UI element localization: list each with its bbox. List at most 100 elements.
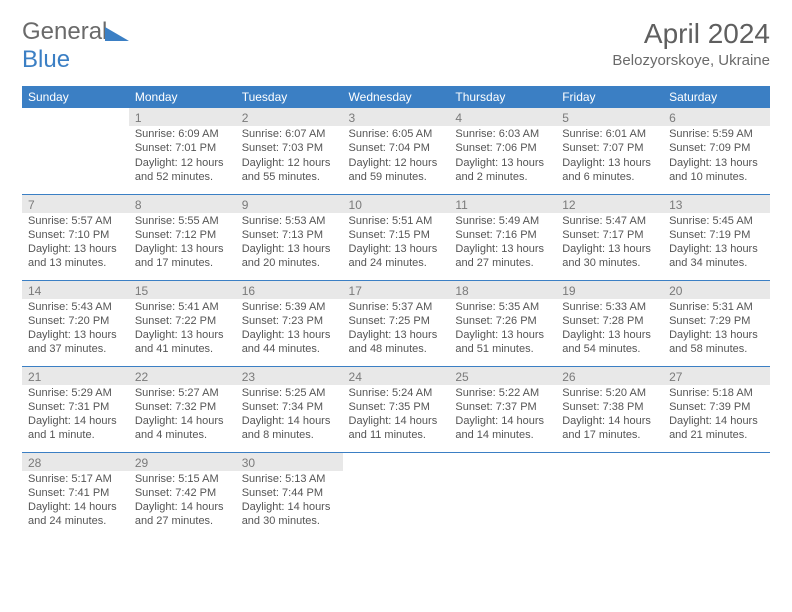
calendar-day-cell: 15Sunrise: 5:41 AMSunset: 7:22 PMDayligh… bbox=[129, 280, 236, 366]
calendar-day-cell: 2Sunrise: 6:07 AMSunset: 7:03 PMDaylight… bbox=[236, 108, 343, 194]
day-info: Sunrise: 5:43 AMSunset: 7:20 PMDaylight:… bbox=[28, 300, 123, 357]
daylight-text: Daylight: 12 hours and 52 minutes. bbox=[135, 156, 230, 185]
sunset-text: Sunset: 7:10 PM bbox=[28, 228, 123, 242]
daylight-text: Daylight: 14 hours and 24 minutes. bbox=[28, 500, 123, 529]
calendar-day-cell: 22Sunrise: 5:27 AMSunset: 7:32 PMDayligh… bbox=[129, 366, 236, 452]
day-header: Monday bbox=[129, 86, 236, 108]
sunrise-text: Sunrise: 5:33 AM bbox=[562, 300, 657, 314]
sunset-text: Sunset: 7:22 PM bbox=[135, 314, 230, 328]
sunset-text: Sunset: 7:17 PM bbox=[562, 228, 657, 242]
day-info: Sunrise: 5:37 AMSunset: 7:25 PMDaylight:… bbox=[349, 300, 444, 357]
location: Belozyorskoye, Ukraine bbox=[612, 52, 770, 69]
sunrise-text: Sunrise: 5:55 AM bbox=[135, 214, 230, 228]
daylight-text: Daylight: 13 hours and 10 minutes. bbox=[669, 156, 764, 185]
sunrise-text: Sunrise: 5:39 AM bbox=[242, 300, 337, 314]
calendar-week-row: 21Sunrise: 5:29 AMSunset: 7:31 PMDayligh… bbox=[22, 366, 770, 452]
sunrise-text: Sunrise: 5:37 AM bbox=[349, 300, 444, 314]
calendar-day-cell: 14Sunrise: 5:43 AMSunset: 7:20 PMDayligh… bbox=[22, 280, 129, 366]
daylight-text: Daylight: 14 hours and 30 minutes. bbox=[242, 500, 337, 529]
day-info: Sunrise: 5:29 AMSunset: 7:31 PMDaylight:… bbox=[28, 386, 123, 443]
calendar-day-cell: 20Sunrise: 5:31 AMSunset: 7:29 PMDayligh… bbox=[663, 280, 770, 366]
daylight-text: Daylight: 13 hours and 20 minutes. bbox=[242, 242, 337, 271]
calendar-day-cell bbox=[663, 452, 770, 538]
day-number: 9 bbox=[236, 195, 343, 213]
day-info: Sunrise: 5:41 AMSunset: 7:22 PMDaylight:… bbox=[135, 300, 230, 357]
day-info: Sunrise: 5:47 AMSunset: 7:17 PMDaylight:… bbox=[562, 214, 657, 271]
calendar-day-cell: 19Sunrise: 5:33 AMSunset: 7:28 PMDayligh… bbox=[556, 280, 663, 366]
daylight-text: Daylight: 13 hours and 48 minutes. bbox=[349, 328, 444, 357]
daylight-text: Daylight: 13 hours and 24 minutes. bbox=[349, 242, 444, 271]
logo-text-2: Blue bbox=[22, 46, 70, 73]
day-number: 24 bbox=[343, 367, 450, 385]
sunset-text: Sunset: 7:04 PM bbox=[349, 141, 444, 155]
calendar-day-cell: 26Sunrise: 5:20 AMSunset: 7:38 PMDayligh… bbox=[556, 366, 663, 452]
sunset-text: Sunset: 7:09 PM bbox=[669, 141, 764, 155]
calendar-day-cell: 3Sunrise: 6:05 AMSunset: 7:04 PMDaylight… bbox=[343, 108, 450, 194]
day-info: Sunrise: 5:18 AMSunset: 7:39 PMDaylight:… bbox=[669, 386, 764, 443]
sunrise-text: Sunrise: 5:15 AM bbox=[135, 472, 230, 486]
sunset-text: Sunset: 7:13 PM bbox=[242, 228, 337, 242]
day-info: Sunrise: 5:57 AMSunset: 7:10 PMDaylight:… bbox=[28, 214, 123, 271]
daylight-text: Daylight: 13 hours and 13 minutes. bbox=[28, 242, 123, 271]
sunrise-text: Sunrise: 5:35 AM bbox=[455, 300, 550, 314]
sunrise-text: Sunrise: 5:18 AM bbox=[669, 386, 764, 400]
daylight-text: Daylight: 13 hours and 37 minutes. bbox=[28, 328, 123, 357]
daylight-text: Daylight: 12 hours and 59 minutes. bbox=[349, 156, 444, 185]
day-number: 3 bbox=[343, 108, 450, 126]
daylight-text: Daylight: 14 hours and 21 minutes. bbox=[669, 414, 764, 443]
daylight-text: Daylight: 13 hours and 17 minutes. bbox=[135, 242, 230, 271]
daylight-text: Daylight: 13 hours and 58 minutes. bbox=[669, 328, 764, 357]
logo-text-1: General bbox=[22, 18, 107, 45]
day-info: Sunrise: 5:49 AMSunset: 7:16 PMDaylight:… bbox=[455, 214, 550, 271]
sunrise-text: Sunrise: 6:05 AM bbox=[349, 127, 444, 141]
sunrise-text: Sunrise: 6:09 AM bbox=[135, 127, 230, 141]
day-info: Sunrise: 6:05 AMSunset: 7:04 PMDaylight:… bbox=[349, 127, 444, 184]
calendar-day-cell: 4Sunrise: 6:03 AMSunset: 7:06 PMDaylight… bbox=[449, 108, 556, 194]
calendar-day-cell: 28Sunrise: 5:17 AMSunset: 7:41 PMDayligh… bbox=[22, 452, 129, 538]
calendar-week-row: 7Sunrise: 5:57 AMSunset: 7:10 PMDaylight… bbox=[22, 194, 770, 280]
day-header: Thursday bbox=[449, 86, 556, 108]
sunrise-text: Sunrise: 5:31 AM bbox=[669, 300, 764, 314]
page-title: April 2024 bbox=[612, 18, 770, 50]
sunset-text: Sunset: 7:12 PM bbox=[135, 228, 230, 242]
sunset-text: Sunset: 7:42 PM bbox=[135, 486, 230, 500]
day-header: Friday bbox=[556, 86, 663, 108]
day-info: Sunrise: 5:55 AMSunset: 7:12 PMDaylight:… bbox=[135, 214, 230, 271]
sunset-text: Sunset: 7:38 PM bbox=[562, 400, 657, 414]
calendar-day-cell: 29Sunrise: 5:15 AMSunset: 7:42 PMDayligh… bbox=[129, 452, 236, 538]
day-number: 2 bbox=[236, 108, 343, 126]
daylight-text: Daylight: 12 hours and 55 minutes. bbox=[242, 156, 337, 185]
day-number: 4 bbox=[449, 108, 556, 126]
day-number: 1 bbox=[129, 108, 236, 126]
calendar-header-row: Sunday Monday Tuesday Wednesday Thursday… bbox=[22, 86, 770, 108]
day-number: 15 bbox=[129, 281, 236, 299]
calendar-day-cell: 18Sunrise: 5:35 AMSunset: 7:26 PMDayligh… bbox=[449, 280, 556, 366]
day-number: 20 bbox=[663, 281, 770, 299]
daylight-text: Daylight: 14 hours and 17 minutes. bbox=[562, 414, 657, 443]
daylight-text: Daylight: 14 hours and 27 minutes. bbox=[135, 500, 230, 529]
calendar-day-cell: 25Sunrise: 5:22 AMSunset: 7:37 PMDayligh… bbox=[449, 366, 556, 452]
calendar-day-cell: 24Sunrise: 5:24 AMSunset: 7:35 PMDayligh… bbox=[343, 366, 450, 452]
day-number: 8 bbox=[129, 195, 236, 213]
calendar-day-cell: 11Sunrise: 5:49 AMSunset: 7:16 PMDayligh… bbox=[449, 194, 556, 280]
day-number: 27 bbox=[663, 367, 770, 385]
daylight-text: Daylight: 13 hours and 2 minutes. bbox=[455, 156, 550, 185]
sunrise-text: Sunrise: 6:03 AM bbox=[455, 127, 550, 141]
day-number: 30 bbox=[236, 453, 343, 471]
sunset-text: Sunset: 7:15 PM bbox=[349, 228, 444, 242]
calendar-day-cell: 17Sunrise: 5:37 AMSunset: 7:25 PMDayligh… bbox=[343, 280, 450, 366]
sunrise-text: Sunrise: 5:24 AM bbox=[349, 386, 444, 400]
day-info: Sunrise: 5:27 AMSunset: 7:32 PMDaylight:… bbox=[135, 386, 230, 443]
day-number: 21 bbox=[22, 367, 129, 385]
sunset-text: Sunset: 7:32 PM bbox=[135, 400, 230, 414]
daylight-text: Daylight: 13 hours and 34 minutes. bbox=[669, 242, 764, 271]
calendar-day-cell: 13Sunrise: 5:45 AMSunset: 7:19 PMDayligh… bbox=[663, 194, 770, 280]
calendar-day-cell bbox=[449, 452, 556, 538]
day-number: 17 bbox=[343, 281, 450, 299]
day-info: Sunrise: 5:13 AMSunset: 7:44 PMDaylight:… bbox=[242, 472, 337, 529]
calendar-week-row: 14Sunrise: 5:43 AMSunset: 7:20 PMDayligh… bbox=[22, 280, 770, 366]
sunrise-text: Sunrise: 5:20 AM bbox=[562, 386, 657, 400]
daylight-text: Daylight: 13 hours and 30 minutes. bbox=[562, 242, 657, 271]
day-header: Wednesday bbox=[343, 86, 450, 108]
day-info: Sunrise: 5:59 AMSunset: 7:09 PMDaylight:… bbox=[669, 127, 764, 184]
